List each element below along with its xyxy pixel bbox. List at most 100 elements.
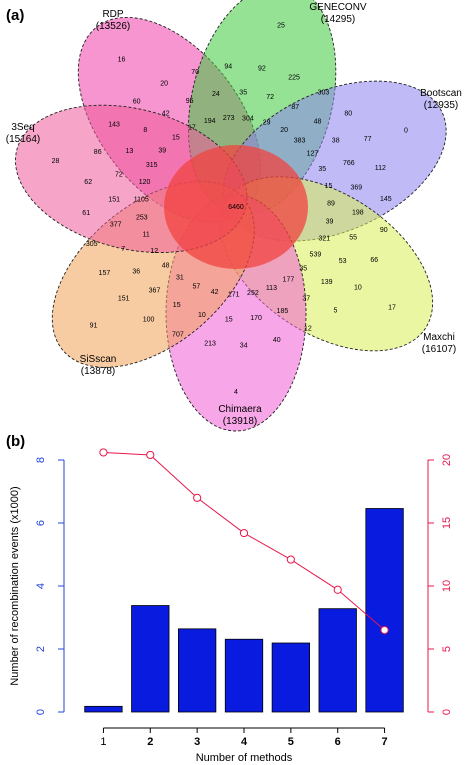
venn-region-value: 48 <box>314 119 322 126</box>
venn-region-value: 87 <box>291 104 299 111</box>
venn-region-value: 253 <box>136 214 148 221</box>
x-tick-label: 6 <box>335 736 341 748</box>
venn-region-value: 315 <box>146 162 158 169</box>
venn-region-value: 225 <box>288 74 300 81</box>
venn-region-value: 145 <box>380 196 392 203</box>
bar-7 <box>365 508 404 713</box>
venn-unique-value: 91 <box>90 323 98 330</box>
venn-region-value: 66 <box>370 257 378 264</box>
venn-region-value: 20 <box>280 127 288 134</box>
venn-region-value: 48 <box>162 262 170 269</box>
venn-region-value: 12 <box>150 248 158 255</box>
venn-region-value: 303 <box>318 90 330 97</box>
line-point-2 <box>146 450 155 460</box>
venn-region-value: 113 <box>266 285 277 292</box>
bar-2 <box>131 605 170 713</box>
venn-region-value: 95 <box>186 98 194 105</box>
venn-region-value: 171 <box>228 291 240 298</box>
venn-region-value: 17 <box>188 125 196 132</box>
venn-region-value: 40 <box>273 337 281 344</box>
venn-region-value: 13 <box>126 148 134 155</box>
venn-set-name: 3Seq <box>11 122 34 133</box>
venn-region-value: 151 <box>118 295 130 302</box>
venn-set-name: Maxchi <box>423 332 455 343</box>
left-tick-label: 8 <box>35 457 47 463</box>
venn-set-count: (14295) <box>321 14 355 25</box>
venn-region-value: 37 <box>302 296 310 303</box>
venn-region-value: 185 <box>277 308 289 315</box>
venn-region-value: 90 <box>380 227 388 234</box>
right-tick-label: 5 <box>441 646 453 652</box>
venn-region-value: 7 <box>121 246 125 253</box>
venn-region-value: 34 <box>240 342 248 349</box>
venn-set-count: (13878) <box>81 366 115 377</box>
venn-region-value: 170 <box>250 315 262 322</box>
venn-region-value: 94 <box>224 64 232 71</box>
y-axis-label: Number of recombination events (x1000) <box>9 486 21 685</box>
venn-region-value: 10 <box>198 312 206 319</box>
right-tick-label: 0 <box>441 709 453 715</box>
right-tick-label: 15 <box>441 517 453 529</box>
venn-unique-value: 0 <box>404 127 408 134</box>
venn-region-value: 377 <box>110 222 122 229</box>
venn-region-value: 31 <box>176 274 184 281</box>
line-point-3 <box>193 493 202 502</box>
venn-labels: 6460 16 25 0 17 4 91 28 20 70 94 92 225 303 80 77 112 145… <box>6 2 462 427</box>
line-point-6 <box>333 585 342 594</box>
bar-5 <box>271 642 311 713</box>
venn-set-name: Bootscan <box>420 88 462 99</box>
venn-region-value: 12 <box>304 325 312 332</box>
x-tick-label: 2 <box>147 736 153 748</box>
line-point-5 <box>286 555 295 564</box>
venn-region-value: 157 <box>99 270 111 277</box>
venn-region-value: 38 <box>332 138 340 145</box>
venn-set-name: Chimaera <box>218 404 262 415</box>
venn-region-value: 53 <box>339 258 347 265</box>
venn-region-value: 61 <box>82 210 90 217</box>
venn-region-value: 60 <box>133 99 141 106</box>
venn-region-value: 194 <box>204 118 216 125</box>
venn-region-value: 252 <box>247 290 259 297</box>
venn-region-value: 72 <box>115 171 123 178</box>
venn-region-value: 72 <box>266 94 274 101</box>
venn-core <box>164 145 308 269</box>
venn-set-name: GENECONV <box>309 2 367 13</box>
venn-set-count: (13918) <box>223 416 257 427</box>
venn-unique-value: 25 <box>277 23 285 30</box>
venn-region-value: 367 <box>149 287 161 294</box>
right-tick-label: 20 <box>441 454 453 466</box>
line-point-4 <box>239 528 249 538</box>
left-tick-label: 6 <box>35 520 47 526</box>
right-tick-label: 10 <box>441 580 453 592</box>
venn-region-value: 77 <box>364 136 372 143</box>
venn-set-count: (13526) <box>96 21 130 32</box>
bar-6 <box>318 608 357 713</box>
venn-region-value: 39 <box>326 219 334 226</box>
venn-region-value: 39 <box>158 147 166 154</box>
venn-region-value: 213 <box>204 340 216 347</box>
venn-region-value: 15 <box>173 302 181 309</box>
venn-set-count: (16107) <box>422 344 456 355</box>
venn-region-value: 35 <box>299 265 307 272</box>
venn-region-value: 273 <box>223 115 235 122</box>
line-point-1 <box>99 448 108 457</box>
venn-region-value: 143 <box>108 122 120 129</box>
venn-region-value: 70 <box>191 69 199 76</box>
left-tick-label: 4 <box>35 583 47 589</box>
venn-region-value: 29 <box>263 119 271 126</box>
x-tick-label: 1 <box>100 736 106 748</box>
venn-region-value: 15 <box>172 135 180 142</box>
venn-diagram <box>15 0 447 432</box>
venn-region-value: 766 <box>343 160 355 167</box>
venn-region-value: 35 <box>239 90 247 97</box>
venn-region-value: 100 <box>143 316 155 323</box>
venn-region-value: 15 <box>225 316 233 323</box>
venn-unique-value: 16 <box>118 56 126 63</box>
venn-set-count: (15164) <box>6 134 40 145</box>
venn-region-value: 177 <box>283 277 295 284</box>
venn-center-value: 6460 <box>228 204 244 211</box>
venn-region-value: 198 <box>352 210 364 217</box>
venn-region-value: 15 <box>325 183 333 190</box>
venn-region-value: 57 <box>193 283 201 290</box>
